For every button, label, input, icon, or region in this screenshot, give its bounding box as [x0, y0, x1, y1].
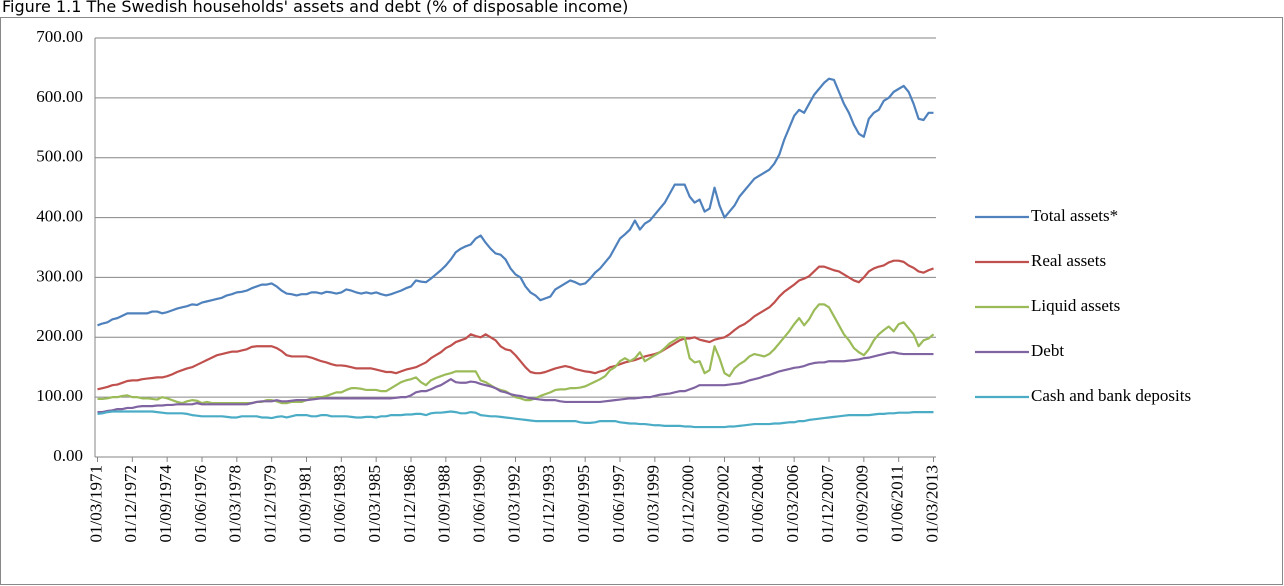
x-tick-label: 01/12/1979 [261, 465, 280, 542]
x-tick-label: 01/12/1986 [400, 465, 419, 542]
x-tick-label: 01/03/2013 [922, 465, 941, 542]
x-tick-label: 01/03/1978 [226, 465, 245, 542]
x-tick-label: 01/12/1972 [121, 465, 140, 542]
x-tick-label: 01/12/2007 [818, 465, 837, 543]
x-tick-label: 01/03/2006 [783, 465, 802, 542]
x-tick-label: 01/06/1997 [609, 465, 628, 543]
x-tick-label: 01/06/1983 [330, 465, 349, 542]
x-tick-label: 01/03/1999 [644, 465, 663, 542]
x-tick-label: 01/06/1990 [470, 465, 489, 542]
y-tick-label: 0.00 [53, 446, 83, 465]
series-line [97, 351, 934, 414]
y-tick-label: 500.00 [36, 147, 83, 166]
x-tick-label: 01/06/2004 [748, 465, 767, 543]
x-tick-label: 01/12/2000 [679, 465, 698, 542]
series-line [97, 303, 935, 405]
legend-label: Liquid assets [1031, 296, 1120, 315]
x-tick-label: 01/06/2011 [888, 465, 907, 542]
series-line [97, 259, 934, 391]
series-line [97, 410, 934, 429]
y-tick-label: 100.00 [36, 386, 83, 405]
legend-label: Debt [1031, 341, 1064, 360]
legend-label: Real assets [1031, 251, 1106, 270]
x-tick-label: 01/09/1988 [435, 465, 454, 542]
x-tick-label: 01/12/1993 [539, 465, 558, 542]
legend-label: Cash and bank deposits [1031, 386, 1191, 405]
x-tick-label: 01/09/2002 [713, 465, 732, 542]
legend-label: Total assets* [1031, 206, 1118, 225]
x-tick-label: 01/09/1974 [156, 465, 175, 543]
y-tick-label: 300.00 [36, 266, 83, 285]
y-tick-label: 400.00 [36, 206, 83, 225]
x-tick-label: 01/03/1992 [504, 465, 523, 542]
x-tick-label: 01/03/1971 [86, 465, 105, 542]
x-tick-label: 01/06/1976 [191, 465, 210, 542]
x-tick-label: 01/03/1985 [365, 465, 384, 542]
x-tick-label: 01/09/2009 [853, 465, 872, 542]
y-tick-label: 700.00 [36, 27, 83, 46]
chart-title: Figure 1.1 The Swedish households' asset… [2, 0, 628, 16]
y-tick-label: 200.00 [36, 326, 83, 345]
x-tick-label: 01/09/1981 [295, 465, 314, 542]
series-line [97, 77, 934, 327]
x-tick-label: 01/09/1995 [574, 465, 593, 542]
chart-frame [0, 17, 1283, 585]
y-tick-label: 600.00 [36, 87, 83, 106]
